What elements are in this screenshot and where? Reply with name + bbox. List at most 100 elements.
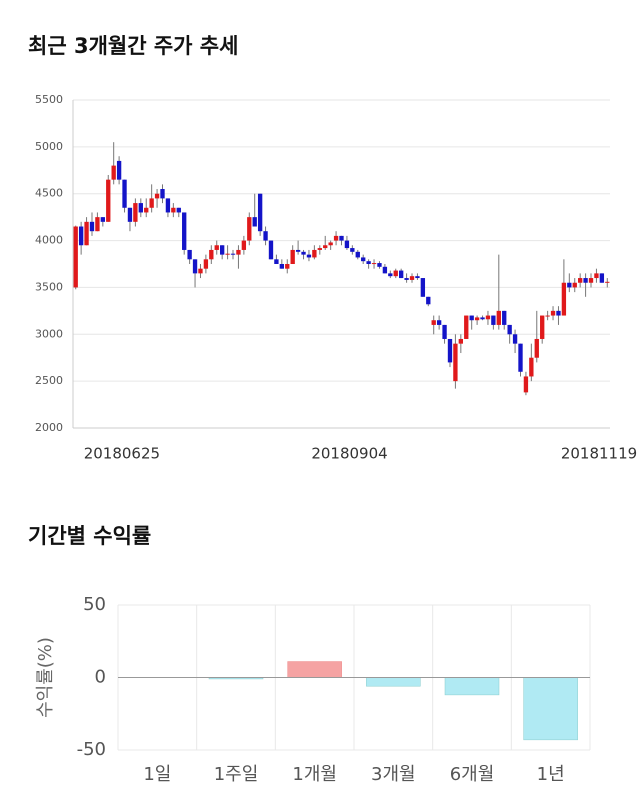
candle-body (257, 193, 263, 232)
candle-body (100, 217, 106, 222)
candle-body (95, 217, 100, 232)
candle-body (485, 315, 491, 320)
y-tick-label: 5500 (35, 93, 63, 106)
candle-body (366, 261, 371, 264)
candle-body (550, 310, 556, 316)
candle-body (545, 315, 550, 317)
candle-body (323, 245, 328, 249)
candle-body (133, 203, 138, 222)
x-tick-label: 20180904 (311, 445, 387, 463)
x-tick-label: 6개월 (450, 764, 495, 785)
y-tick-label: 4500 (35, 187, 63, 200)
candle-body (577, 278, 583, 283)
y-tick-label: 3500 (35, 280, 63, 293)
candle-body (198, 268, 203, 274)
candle-body (496, 310, 501, 325)
bar (523, 677, 578, 741)
candle-body (171, 207, 176, 213)
candle-body (138, 203, 143, 213)
candle-body (106, 179, 111, 222)
candle-body (605, 281, 610, 283)
candle-body (377, 263, 382, 267)
x-tick-label: 3개월 (371, 764, 416, 785)
candle-body (116, 160, 122, 180)
candle-body (458, 338, 464, 344)
candle-body (285, 264, 290, 269)
candle-body (350, 248, 355, 252)
candle-body (187, 249, 192, 260)
candle-body (301, 251, 306, 255)
candle-body (73, 226, 78, 288)
candle-body (111, 165, 116, 180)
candle-body (420, 278, 426, 297)
candle-body (409, 276, 415, 280)
candle-body (534, 338, 539, 358)
y-tick-label: 4000 (35, 234, 63, 247)
chart-title: 최근 3개월간 주가 추세 (28, 34, 238, 58)
y-tick-label: 2500 (35, 374, 63, 387)
candle-body (442, 324, 447, 339)
candle-body (328, 242, 333, 246)
candle-body (247, 217, 252, 241)
candle-body (144, 207, 149, 213)
x-tick-label: 1주일 (214, 764, 259, 785)
candle-body (252, 217, 257, 227)
chart-title: 기간별 수익률 (28, 524, 151, 548)
candle-body (561, 282, 567, 316)
candle-body (241, 240, 247, 250)
candle-body (382, 266, 388, 274)
candle-body (263, 231, 268, 241)
candle-body (426, 296, 431, 305)
candle-body (165, 198, 171, 213)
candle-body (599, 273, 605, 283)
candle-body (219, 245, 225, 255)
candle-body (89, 221, 95, 232)
candle-body (214, 245, 219, 250)
candle-body (393, 270, 398, 277)
candle-body (491, 315, 496, 325)
candle-body (556, 310, 561, 316)
candle-body (78, 226, 84, 246)
y-tick-label: 50 (83, 594, 106, 615)
candle-body (464, 315, 469, 339)
x-tick-label: 20180625 (84, 445, 160, 463)
candle-body (507, 324, 512, 335)
candle-body (480, 317, 485, 320)
candle-body (149, 198, 154, 208)
candle-body (588, 278, 594, 283)
candle-body (594, 273, 599, 279)
candle-body (333, 235, 339, 241)
candle-body (447, 338, 453, 363)
y-tick-label: 0 (95, 667, 106, 688)
candle-body (312, 249, 317, 258)
bar (366, 677, 421, 687)
candle-body (518, 343, 523, 372)
candle-body (404, 278, 409, 280)
candle-body (203, 259, 209, 269)
candle-body (529, 357, 534, 377)
candle-body (502, 310, 507, 325)
candle-body (436, 320, 442, 325)
candle-body (290, 249, 295, 264)
candle-body (306, 254, 312, 258)
candle-body (540, 315, 545, 339)
candle-body (122, 179, 127, 208)
candle-body (355, 251, 360, 258)
candle-body (371, 263, 377, 265)
candle-body (209, 249, 214, 260)
candle-body (361, 257, 366, 262)
candle-body (317, 248, 322, 250)
candle-body (236, 249, 241, 255)
bar (444, 677, 500, 696)
candle-body (469, 315, 474, 321)
candle-body (225, 253, 230, 255)
candle-body (230, 253, 236, 255)
bar (287, 661, 342, 678)
y-tick-label: -50 (77, 739, 106, 760)
candle-body (295, 249, 301, 252)
candle-body (339, 235, 344, 241)
candle-body (160, 189, 165, 199)
candle-body (274, 259, 279, 264)
candle-body (572, 282, 577, 288)
